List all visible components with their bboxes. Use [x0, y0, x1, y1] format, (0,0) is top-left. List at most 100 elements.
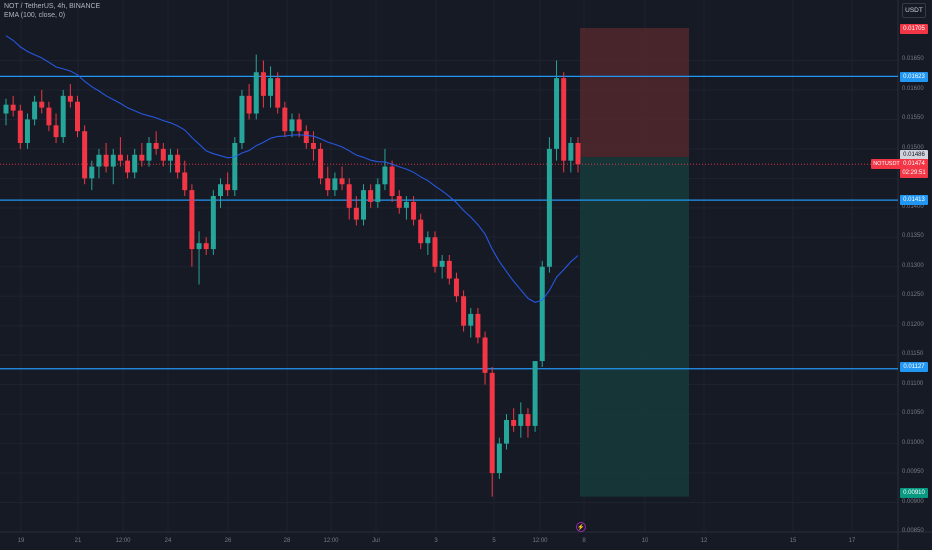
- candle-body: [32, 101, 38, 120]
- candle-body: [89, 166, 95, 179]
- time-tick-label: 17: [848, 538, 856, 544]
- time-tick-label: 5: [492, 538, 496, 544]
- candle-body: [504, 420, 509, 444]
- candle-body: [146, 142, 152, 161]
- candle-body: [75, 101, 80, 132]
- price-tick-label: 0.00900: [902, 498, 924, 505]
- time-tick-label: 15: [789, 538, 797, 544]
- price-tick-label: 0.01200: [902, 321, 924, 328]
- candle-body: [3, 104, 9, 114]
- time-tick-label: 10: [641, 538, 649, 544]
- candle-body: [375, 184, 381, 202]
- ema-indicator-label[interactable]: EMA (100, close, 0): [4, 12, 66, 19]
- candle-body: [468, 313, 474, 326]
- candle-body: [396, 196, 402, 208]
- candle-body: [239, 95, 245, 143]
- symbol-tag: NOTUSDT: [871, 159, 902, 169]
- candle-body: [167, 154, 173, 161]
- candle-body: [339, 178, 345, 185]
- candle-body: [82, 131, 88, 179]
- candle-body: [496, 443, 502, 474]
- time-tick-label: 19: [17, 538, 25, 544]
- candle-body: [225, 184, 231, 191]
- candle-body: [575, 142, 581, 165]
- candle-body: [153, 142, 159, 149]
- candle-body: [196, 243, 202, 250]
- target-price-label: 0.00910: [900, 488, 928, 498]
- candle-body: [525, 414, 531, 426]
- support-low-label: 0.01127: [900, 362, 928, 372]
- time-tick-label: 12:00: [532, 538, 548, 544]
- candle-body: [425, 237, 431, 244]
- candle-body: [132, 154, 138, 173]
- candle-body: [289, 119, 295, 132]
- candle-body: [175, 154, 181, 173]
- time-tick-label: 3: [434, 538, 438, 544]
- time-tick-label: 12: [700, 538, 708, 544]
- candle-body: [110, 154, 116, 167]
- candle-body: [232, 142, 238, 191]
- candle-body: [518, 414, 524, 426]
- candle-body: [532, 361, 538, 426]
- stop-loss-zone: [580, 28, 689, 158]
- candle-body: [67, 95, 73, 102]
- candle-body: [253, 72, 259, 114]
- candle-body: [218, 184, 223, 197]
- candle-body: [346, 184, 352, 208]
- candle-body: [260, 72, 266, 96]
- resistance-top-label: 0.01623: [900, 72, 928, 82]
- candle-body: [554, 78, 560, 149]
- candle-body: [568, 142, 574, 161]
- candle-body: [39, 101, 45, 108]
- price-tick-label: 0.01100: [902, 380, 924, 387]
- last-price-label: 0.01474: [900, 159, 928, 169]
- bar-countdown-label: 02:29:51: [900, 168, 928, 178]
- time-tick-label: 28: [283, 538, 291, 544]
- entry-price-label: 0.01486: [900, 150, 928, 160]
- price-tick-label: 0.01650: [902, 56, 924, 63]
- time-tick-label: 24: [164, 538, 172, 544]
- price-tick-label: 0.01350: [902, 233, 924, 240]
- time-tick-label: 21: [74, 538, 82, 544]
- candle-body: [125, 160, 131, 173]
- price-tick-label: 0.00950: [902, 469, 924, 476]
- candle-body: [318, 148, 324, 179]
- candle-body: [275, 78, 281, 108]
- time-tick-label: 12:00: [323, 538, 339, 544]
- candle-body: [189, 190, 195, 250]
- candle-body: [332, 178, 338, 191]
- candle-body: [482, 337, 488, 373]
- candle-body: [46, 107, 52, 126]
- candle-body: [310, 142, 316, 149]
- take-profit-zone: [580, 157, 689, 497]
- candle-body: [303, 131, 309, 143]
- candle-body: [296, 119, 302, 132]
- currency-selector[interactable]: USDT: [902, 3, 926, 18]
- price-tick-label: 0.01300: [902, 262, 924, 269]
- candle-body: [361, 190, 366, 220]
- symbol-title: NOT / TetherUS, 4h, BINANCE: [4, 3, 101, 10]
- lightning-icon[interactable]: ⚡: [576, 522, 586, 532]
- candle-body: [511, 420, 517, 426]
- time-tick-label: 12:00: [115, 538, 131, 544]
- candle-body: [96, 154, 102, 167]
- price-tick-label: 0.01400: [902, 203, 924, 210]
- candle-body: [453, 278, 459, 297]
- stop-price-label: 0.01705: [900, 24, 928, 34]
- candle-body: [411, 201, 417, 220]
- candle-body: [24, 119, 30, 143]
- candle-body: [117, 154, 123, 161]
- candle-body: [546, 148, 552, 267]
- candle-body: [325, 178, 331, 191]
- candle-body: [210, 196, 216, 250]
- price-tick-label: 0.01050: [902, 410, 924, 417]
- price-tick-label: 0.00850: [902, 528, 924, 534]
- ema-line: [5, 35, 579, 303]
- candle-body: [539, 266, 545, 362]
- price-tick-label: 0.01250: [902, 292, 924, 299]
- price-tick-label: 0.01150: [902, 351, 924, 358]
- candle-body: [268, 78, 274, 96]
- candle-body: [203, 243, 209, 250]
